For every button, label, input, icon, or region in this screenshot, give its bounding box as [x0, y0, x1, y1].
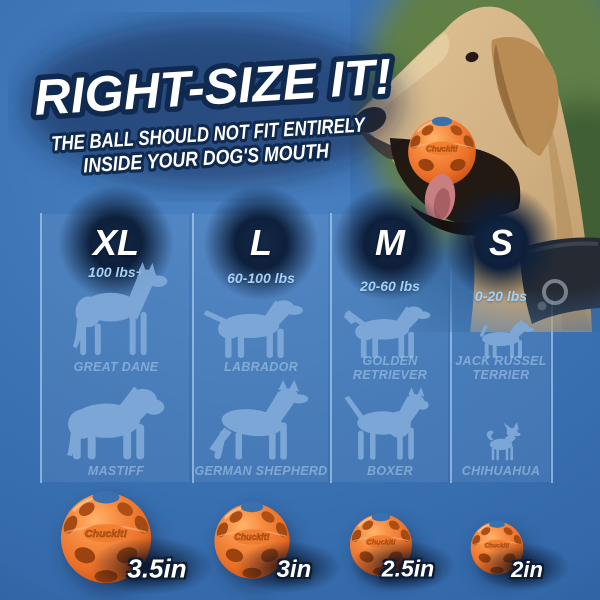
jack-russel-terrier-silhouette [479, 319, 534, 358]
weight-range-label: 0-20 lbs [474, 288, 528, 304]
breed-label: BOXER [367, 464, 413, 478]
mastiff-silhouette [67, 386, 165, 460]
title-block: RIGHT-SIZE IT! THE BALL SHOULD NOT FIT E… [23, 22, 403, 186]
label-shadow-blob [350, 540, 456, 592]
breed-label: GERMAN SHEPHERD [194, 464, 328, 478]
breed-label: CHIHUAHUA [461, 464, 541, 478]
weight-range-label: 100 lbs+ [88, 264, 144, 280]
size-column-m: M 20-60 lbs GOLDEN RETRIEVER BOXER [330, 183, 450, 484]
dog-eye [465, 51, 479, 63]
breed-label: GOLDEN RETRIEVER [352, 354, 428, 383]
chihuahua-silhouette [486, 422, 521, 461]
breed-label: MASTIFF [87, 464, 145, 478]
size-badge-label: M [375, 222, 405, 263]
size-column-l: L 60-100 lbs LABRADOR GERMAN SHEPHERD [192, 183, 330, 484]
dog-ear [491, 37, 559, 156]
divider-line [450, 213, 452, 483]
size-badge-label: XL [92, 222, 139, 263]
size-column-xl: XL 100 lbs+ GREAT DANE MASTIFF [40, 183, 192, 484]
neck-shading [546, 120, 590, 330]
weight-range-label: 60-100 lbs [227, 270, 295, 286]
breed-label: LABRADOR [224, 360, 298, 374]
breed-label: JACK RUSSEL TERRIER [455, 354, 547, 383]
title-shadow-blob [23, 22, 403, 186]
weight-range-label: 20-60 lbs [360, 278, 420, 294]
divider-line [330, 213, 332, 483]
breed-label: GREAT DANE [73, 360, 159, 374]
size-column-s: S 0-20 lbs JACK RUSSEL TERRIER CHIHUAHUA [441, 183, 561, 484]
size-badge-m: M [330, 183, 450, 303]
german-shepherd-silhouette [209, 380, 309, 460]
divider-line [192, 213, 194, 483]
label-shadow-blob [90, 537, 214, 595]
size-badge-s: S [441, 183, 561, 303]
size-badge-label: L [250, 222, 272, 263]
label-shadow-blob [236, 541, 342, 593]
golden-retriever-silhouette [343, 306, 431, 359]
label-shadow-blob [476, 543, 570, 591]
size-badge-l: L [201, 183, 321, 303]
ball-size-label: 3in [276, 556, 312, 583]
divider-line [40, 213, 42, 483]
divider-line [551, 213, 553, 483]
labrador-silhouette [203, 300, 304, 358]
collar-ring [542, 279, 568, 305]
size-badge-label: S [488, 222, 513, 263]
ball-size-label: 3.5in [127, 553, 187, 584]
great-dane-silhouette [72, 262, 168, 356]
boxer-silhouette [344, 387, 429, 460]
collar-rivet [537, 301, 547, 311]
ear-inner-shadow [493, 44, 528, 148]
ball-size-label: 2.5in [381, 555, 435, 582]
ball-size-label: 2in [511, 557, 543, 582]
